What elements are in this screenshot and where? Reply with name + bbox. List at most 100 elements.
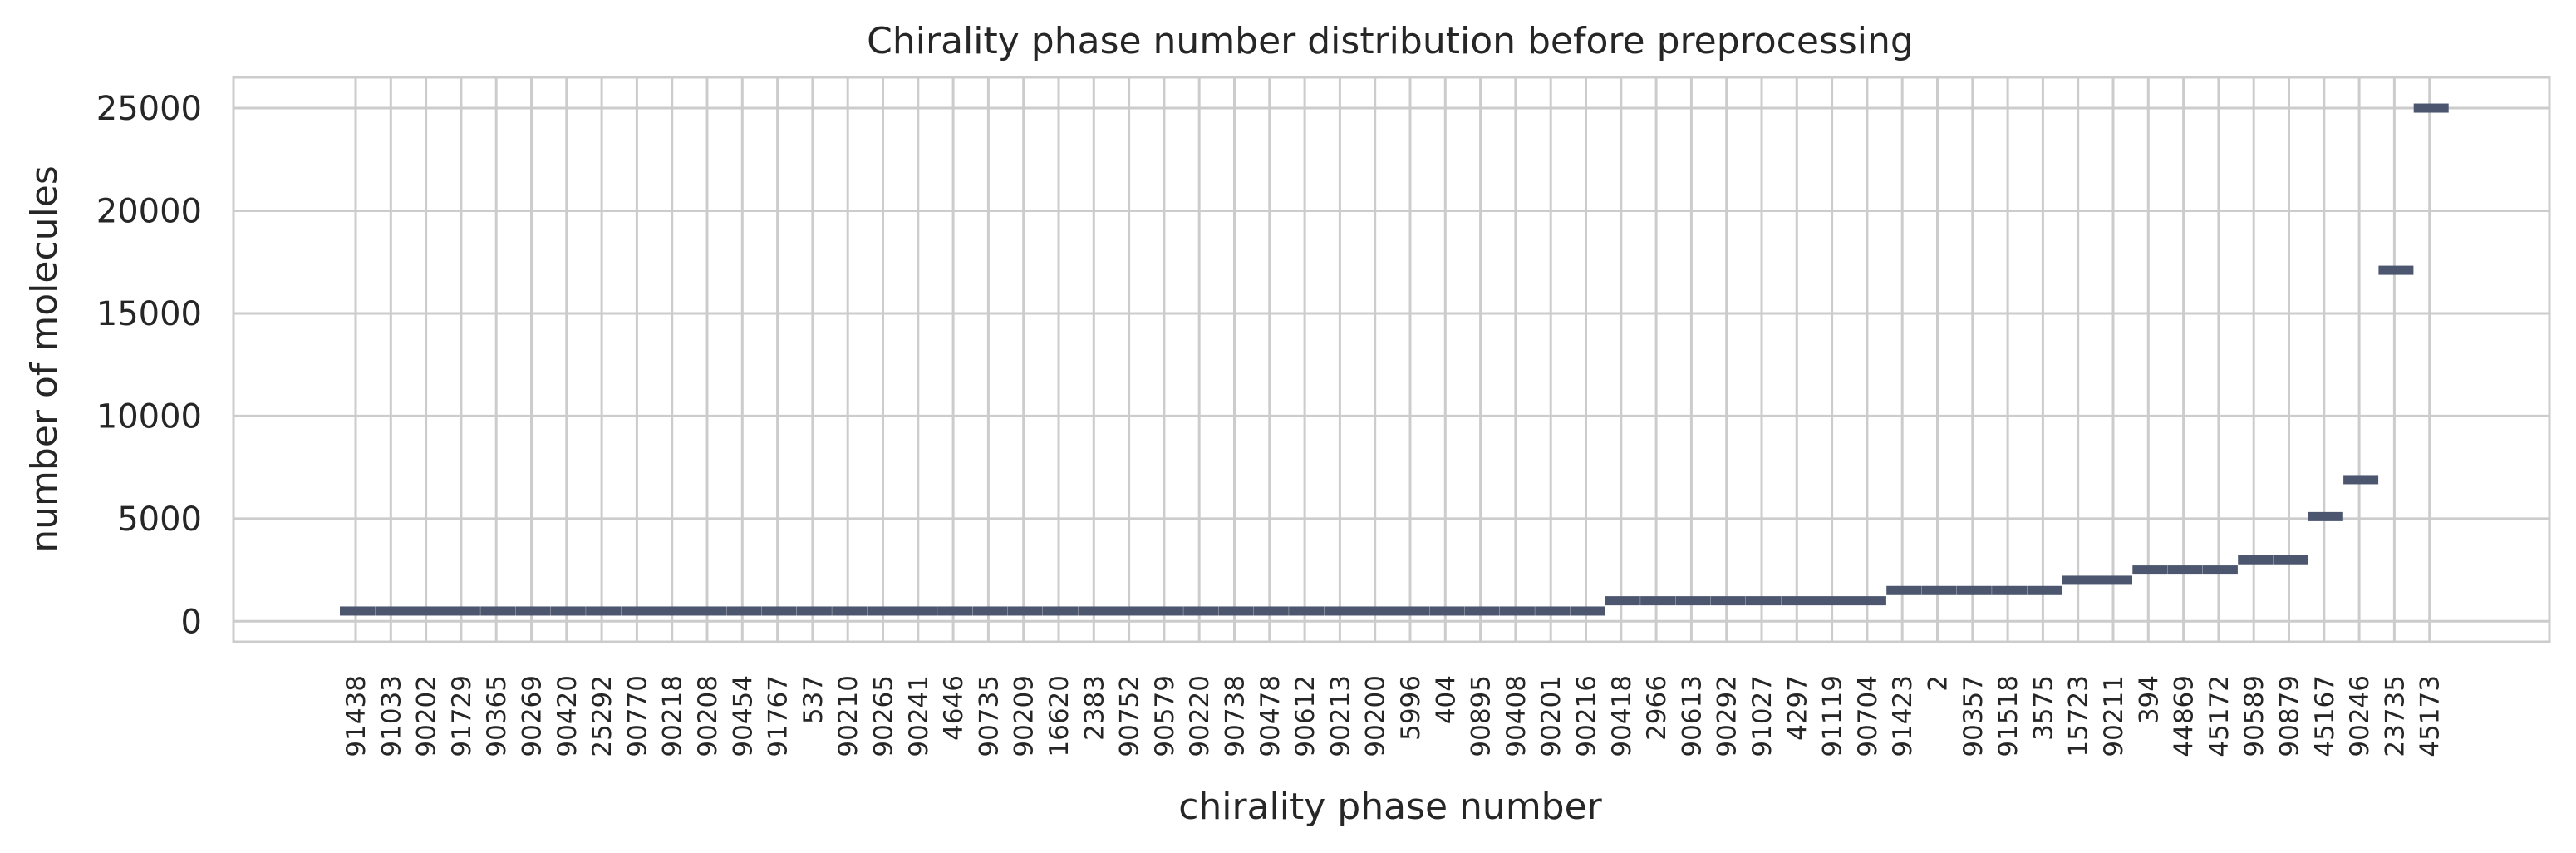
x-tick-label: 90210 <box>833 675 863 757</box>
bar-90418 <box>1605 596 1640 606</box>
bar-45172 <box>2202 565 2238 575</box>
bar-90202 <box>410 606 445 616</box>
x-tick-label: 90579 <box>1150 675 1180 757</box>
x-tick-label: 90200 <box>1361 675 1391 757</box>
bar-45167 <box>2308 511 2343 521</box>
bar-23735 <box>2378 265 2414 275</box>
x-tick-label: 90218 <box>658 675 688 757</box>
bar-537 <box>796 606 832 616</box>
x-tick-label: 90418 <box>1607 675 1637 757</box>
bar-90879 <box>2273 555 2308 565</box>
x-tick-label: 537 <box>799 675 828 724</box>
y-tick-label: 25000 <box>96 90 202 128</box>
y-tick-label: 20000 <box>96 192 202 230</box>
x-tick-label: 90735 <box>974 675 1004 757</box>
bar-394 <box>2132 565 2168 575</box>
bar-90752 <box>1113 606 1148 616</box>
x-tick-label: 91423 <box>1888 675 1918 757</box>
bar-90211 <box>2097 575 2132 585</box>
x-tick-label: 90211 <box>2099 675 2129 757</box>
y-axis-label: number of molecules <box>23 165 66 552</box>
x-tick-label: 90265 <box>869 675 899 757</box>
x-tick-label: 90752 <box>1115 675 1145 757</box>
x-tick-label: 90220 <box>1185 675 1215 757</box>
bar-44869 <box>2167 565 2203 575</box>
y-tick-labels: 0 5000 10000 15000 20000 25000 <box>96 90 202 641</box>
x-tick-label: 91119 <box>1818 675 1848 757</box>
x-tick-label: 404 <box>1431 675 1461 724</box>
bar-90208 <box>691 606 726 616</box>
x-tick-label: 45167 <box>2310 675 2340 757</box>
bar-91438 <box>340 606 375 616</box>
x-tick-label: 90612 <box>1290 675 1320 757</box>
bar-90365 <box>480 606 516 616</box>
x-tick-label: 16620 <box>1045 675 1074 757</box>
bar-15723 <box>2062 575 2097 585</box>
bar-90216 <box>1570 606 1605 616</box>
x-tick-label: 3575 <box>2028 675 2058 741</box>
bar-90218 <box>656 606 691 616</box>
x-tick-label: 5996 <box>1396 675 1426 741</box>
bar-90613 <box>1675 596 1711 606</box>
x-tick-label: 45173 <box>2416 675 2446 757</box>
chart-title: Chirality phase number distribution befo… <box>867 20 1914 62</box>
bar-2383 <box>1078 606 1113 616</box>
bar-90292 <box>1710 596 1746 606</box>
x-tick-labels: 91438 91033 90202 91729 90365 90269 90420 25292… <box>342 675 2446 757</box>
bar-90454 <box>726 606 762 616</box>
bar-90579 <box>1148 606 1183 616</box>
x-tick-label: 2383 <box>1079 675 1109 741</box>
x-tick-label: 2 <box>1924 675 1954 692</box>
x-tick-label: 23735 <box>2380 675 2410 757</box>
bar-90265 <box>867 606 902 616</box>
bar-16620 <box>1043 606 1078 616</box>
x-tick-label: 2966 <box>1642 675 1672 741</box>
x-tick-label: 90478 <box>1256 675 1286 757</box>
x-tick-label: 91767 <box>764 675 794 757</box>
x-tick-label: 91518 <box>1993 675 2023 757</box>
bar-90220 <box>1183 606 1219 616</box>
bars <box>340 103 2449 616</box>
x-tick-label: 90202 <box>412 675 442 757</box>
x-tick-label: 90454 <box>728 675 758 757</box>
bar-91027 <box>1746 596 1781 606</box>
bar-90420 <box>550 606 586 616</box>
x-tick-label: 25292 <box>587 675 617 757</box>
y-tick-label: 15000 <box>96 295 202 333</box>
bar-91119 <box>1816 596 1851 606</box>
x-tick-label: 44869 <box>2170 675 2200 757</box>
bar-90241 <box>902 606 937 616</box>
bar-4646 <box>937 606 973 616</box>
bar-90589 <box>2238 555 2274 565</box>
bar-4297 <box>1781 596 1816 606</box>
bar-90209 <box>1007 606 1043 616</box>
bar-90704 <box>1851 596 1886 606</box>
bar-90735 <box>972 606 1008 616</box>
bar-90478 <box>1253 606 1289 616</box>
bar-90408 <box>1499 606 1535 616</box>
x-tick-label: 90208 <box>693 675 723 757</box>
bar-90201 <box>1535 606 1571 616</box>
x-tick-label: 90420 <box>553 675 583 757</box>
bar-90738 <box>1218 606 1254 616</box>
y-tick-label: 5000 <box>117 500 202 539</box>
bar-90200 <box>1359 606 1394 616</box>
x-tick-label: 45172 <box>2205 675 2234 757</box>
y-tick-label: 0 <box>181 603 202 641</box>
bar-5996 <box>1394 606 1429 616</box>
x-tick-label: 90216 <box>1572 675 1602 757</box>
x-axis-label: chirality phase number <box>1178 786 1602 828</box>
bar-91033 <box>375 606 410 616</box>
x-tick-label: 91729 <box>447 675 477 757</box>
bar-90612 <box>1289 606 1325 616</box>
bar-3575 <box>2027 585 2062 595</box>
bar-90770 <box>621 606 656 616</box>
x-tick-label: 90357 <box>1959 675 1989 757</box>
bar-91767 <box>761 606 797 616</box>
x-tick-label: 90770 <box>622 675 652 757</box>
bar-90895 <box>1464 606 1500 616</box>
x-tick-label: 90895 <box>1467 675 1497 757</box>
bar-404 <box>1429 606 1465 616</box>
x-tick-label: 90246 <box>2345 675 2375 757</box>
